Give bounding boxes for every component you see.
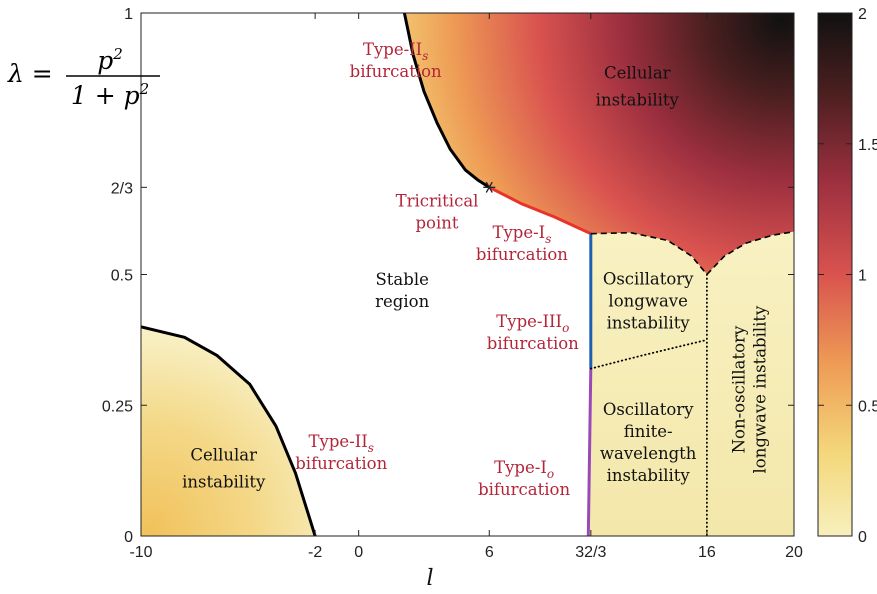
type-Is-curve xyxy=(488,185,592,236)
bifurcation-label: Tricritical point xyxy=(396,192,479,233)
region-label: Oscillatory finite-wavelength instability xyxy=(600,400,697,485)
axis-ticks: -10 -2 0 6 32/3 16 20 0 0.25 0.5 2/3 1 xyxy=(102,6,803,561)
bifurcation-label: Type-Io bifurcation xyxy=(478,458,570,499)
bifurcation-label: Type-IIs bifurcation xyxy=(350,40,442,81)
x-axis-label: l xyxy=(426,566,433,591)
type-Io-curve xyxy=(586,368,593,536)
y-label-lhs: λ = xyxy=(7,59,53,88)
bifurcation-label: Type-IIs bifurcation xyxy=(295,432,387,473)
colorbar-tick-label: 1.5 xyxy=(858,137,877,154)
tricritical-star xyxy=(483,181,496,193)
dotted-slant-curve xyxy=(589,338,708,370)
lower-cellular-region xyxy=(141,326,316,536)
x-tick-label: -2 xyxy=(308,544,322,561)
bifurcation-label: Type-IIIo bifurcation xyxy=(487,312,579,353)
x-tick-label: -10 xyxy=(129,544,152,561)
type-IIs-lower-curve xyxy=(141,325,317,536)
colorbar-ticks: 0 0.5 1 1.5 2 xyxy=(818,6,877,546)
x-tick-label: 16 xyxy=(698,544,716,561)
region-labels: Cellular instability Cellular instability St… xyxy=(182,40,769,499)
y-tick-label: 0.25 xyxy=(102,398,133,415)
colorbar-tick-label: 0.5 xyxy=(858,398,877,415)
region-label: Cellular instability xyxy=(182,446,266,492)
y-label-num-exp: 2 xyxy=(112,45,123,63)
y-label-den-exp: 2 xyxy=(139,80,150,98)
y-tick-label: 0 xyxy=(124,529,133,546)
non-oscillatory-label: Non-oscillatory longwave instability xyxy=(729,305,769,474)
y-tick-label: 2/3 xyxy=(111,180,133,197)
dashed-right-curve xyxy=(706,230,794,276)
bifurcation-curves xyxy=(141,13,794,536)
region-label: Cellular instability xyxy=(596,64,680,110)
y-label-num: p xyxy=(97,46,113,75)
region-label: Stable region xyxy=(375,270,429,311)
svg-text:1 + p2: 1 + p2 xyxy=(71,80,149,110)
colorbar-tick-label: 1 xyxy=(858,268,867,285)
dashed-left-curve xyxy=(590,231,708,276)
bifurcation-label: Type-Is bifurcation xyxy=(476,223,568,264)
upper-cellular-region xyxy=(404,13,794,275)
svg-text:p2: p2 xyxy=(97,45,123,75)
y-tick-label: 0.5 xyxy=(111,268,133,285)
y-label-den: 1 + p xyxy=(71,81,140,110)
right-pale-region xyxy=(588,231,794,536)
type-IIs-upper-curve xyxy=(402,13,491,189)
y-axis-label: λ = p2 1 + p2 xyxy=(7,45,160,110)
y-tick-label: 1 xyxy=(124,6,133,23)
colorbar: 0 0.5 1 1.5 2 xyxy=(817,6,877,546)
x-tick-label: 0 xyxy=(354,544,363,561)
region-label: Oscillatory longwave instability xyxy=(603,270,694,333)
x-tick-label: 32/3 xyxy=(575,544,606,561)
svg-text:λ =: λ = xyxy=(7,59,53,88)
colorbar-tick-label: 2 xyxy=(858,6,867,23)
x-tick-label: 6 xyxy=(485,544,494,561)
colorbar-tick-label: 0 xyxy=(858,529,867,546)
x-tick-label: 20 xyxy=(785,544,803,561)
instability-fills xyxy=(141,13,794,536)
